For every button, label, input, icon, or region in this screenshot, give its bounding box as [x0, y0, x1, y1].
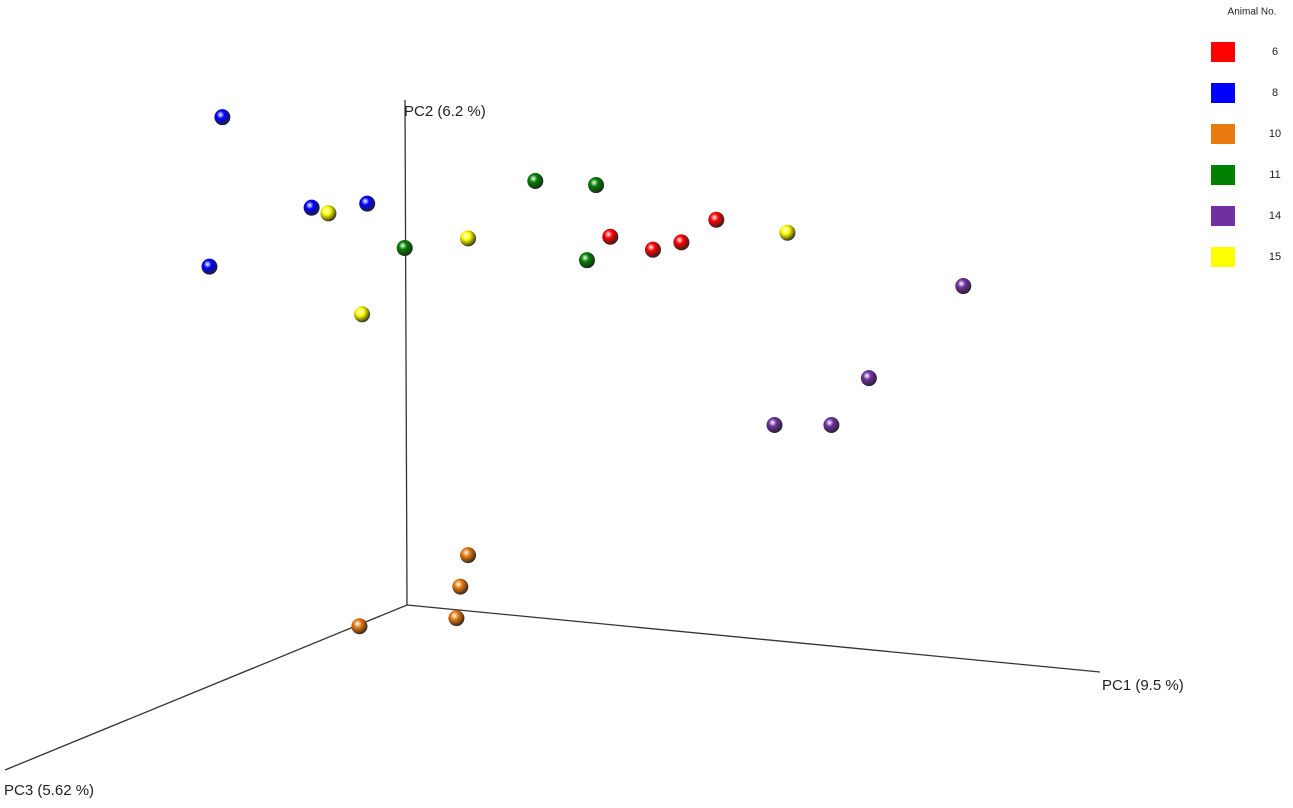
point	[303, 199, 320, 216]
pc1-label: PC1 (9.5 %)	[1102, 677, 1184, 694]
point	[359, 195, 376, 212]
point	[673, 234, 690, 251]
point	[396, 240, 413, 257]
pc1-axis	[406, 604, 1101, 673]
legend-swatch	[1211, 165, 1235, 185]
point	[766, 417, 783, 434]
point	[354, 306, 371, 323]
point	[588, 177, 605, 194]
pc2-axis	[404, 99, 408, 606]
legend-title: Animal No.	[1228, 7, 1277, 18]
legend-swatch	[1211, 206, 1235, 226]
legend-swatch	[1211, 247, 1235, 267]
point	[460, 230, 477, 247]
legend-swatch	[1211, 42, 1235, 62]
point	[860, 370, 877, 387]
point	[955, 278, 972, 295]
point	[602, 228, 619, 245]
legend-label: 15	[1269, 251, 1281, 263]
point	[644, 241, 661, 258]
point	[527, 172, 544, 189]
point	[201, 258, 218, 275]
legend-label: 14	[1269, 210, 1281, 222]
pc2-label: PC2 (6.2 %)	[404, 103, 486, 120]
point	[448, 610, 465, 627]
legend-label: 10	[1269, 128, 1281, 140]
legend-swatch	[1211, 83, 1235, 103]
point	[351, 618, 368, 635]
point	[708, 211, 725, 228]
point	[452, 578, 469, 595]
legend-label: 6	[1272, 46, 1278, 58]
legend-label: 8	[1272, 87, 1278, 99]
legend-label: 11	[1269, 169, 1280, 181]
point	[823, 417, 840, 434]
point	[214, 109, 231, 126]
pc3-label: PC3 (5.62 %)	[4, 782, 94, 799]
point	[320, 205, 337, 222]
point	[460, 547, 477, 564]
point	[779, 224, 796, 241]
pc3-axis	[4, 604, 408, 771]
point	[579, 252, 596, 269]
legend-swatch	[1211, 124, 1235, 144]
